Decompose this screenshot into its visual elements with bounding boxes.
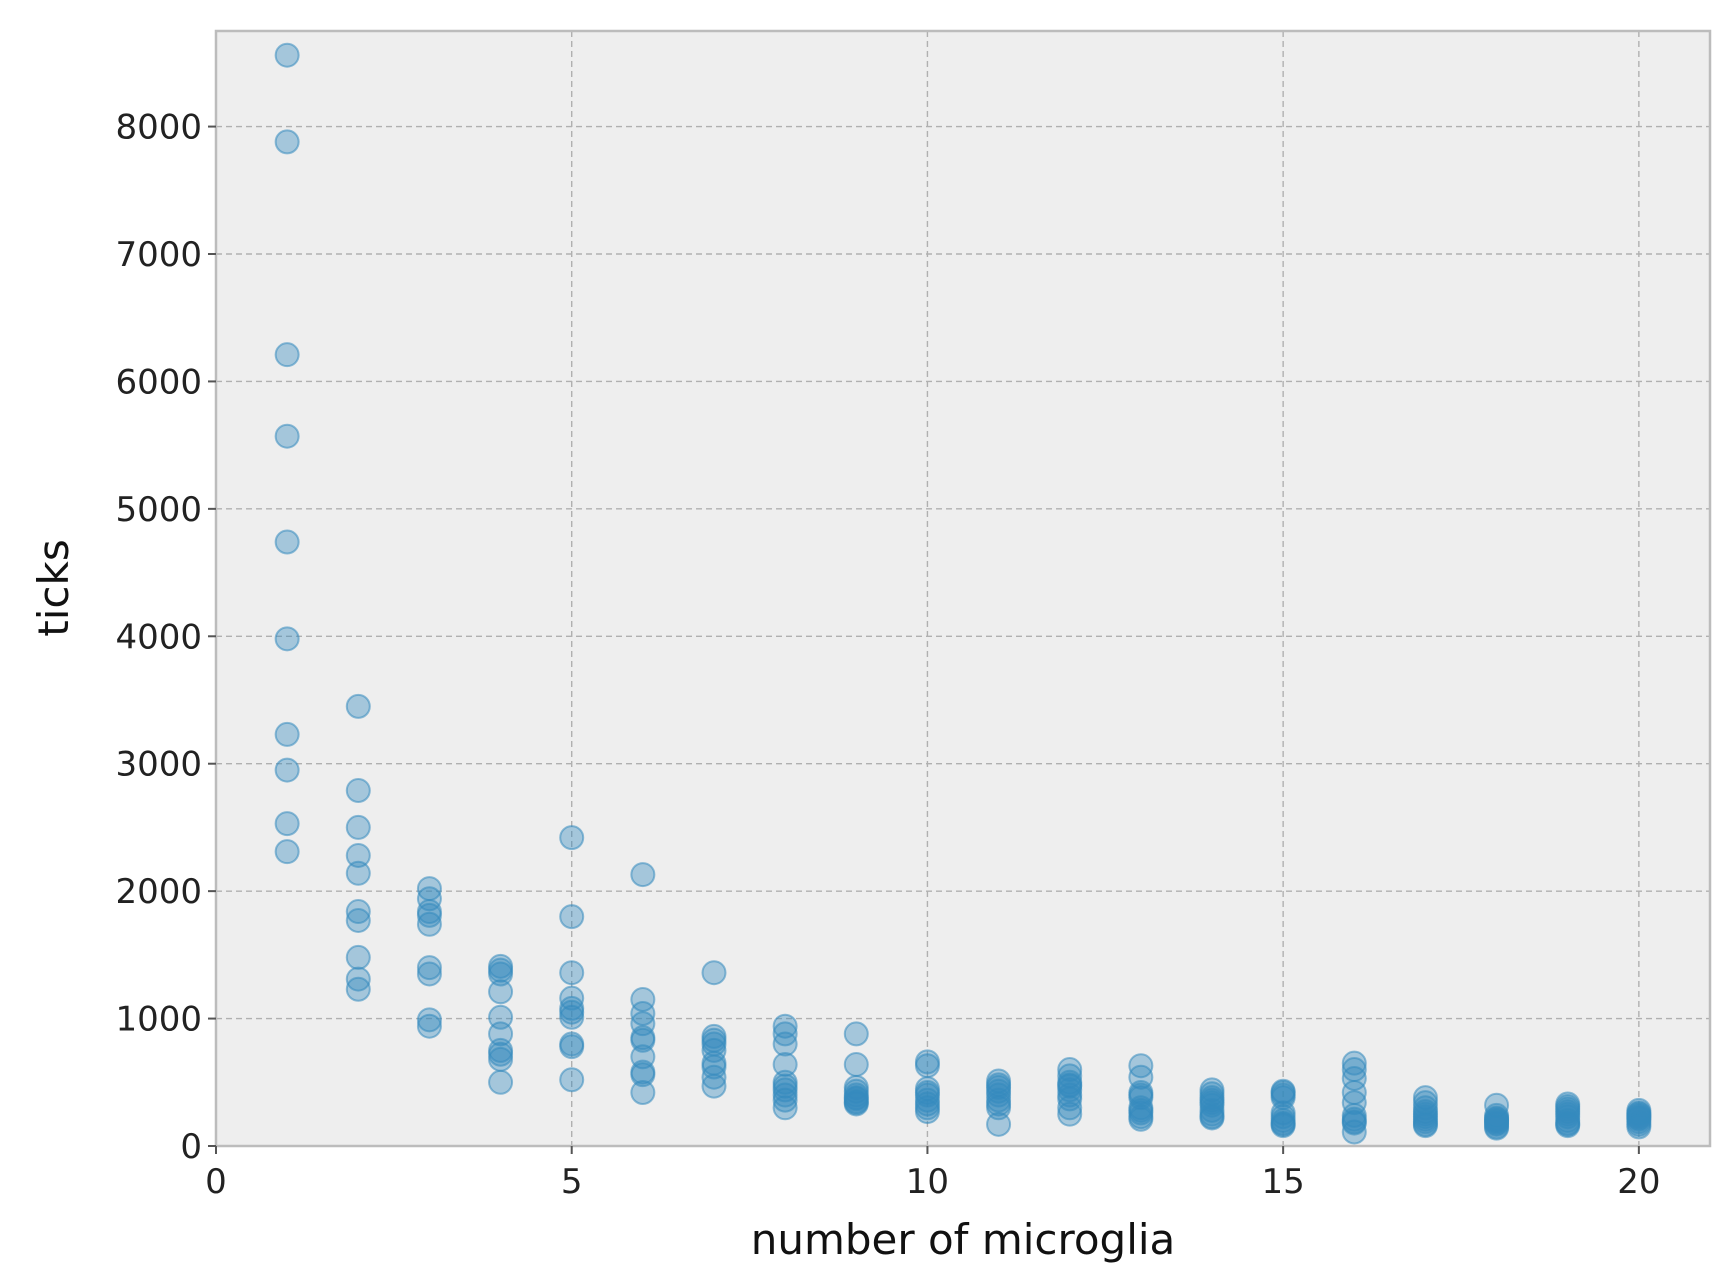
scatter-point — [274, 626, 300, 652]
scatter-point — [986, 1111, 1012, 1137]
scatter-point — [345, 777, 371, 803]
scatter-point — [1270, 1113, 1296, 1139]
scatter-point — [772, 1013, 798, 1039]
scatter-point — [1199, 1105, 1225, 1131]
scatter-point — [345, 842, 371, 868]
x-tick-label: 0 — [205, 1162, 227, 1202]
scatter-point — [559, 904, 585, 930]
x-tick-label: 5 — [561, 1162, 583, 1202]
scatter-point — [345, 814, 371, 840]
scatter-point — [1057, 1095, 1083, 1121]
scatter-point — [345, 899, 371, 925]
y-tick-label: 1000 — [115, 1000, 202, 1040]
scatter-point — [345, 693, 371, 719]
data-points — [274, 42, 1652, 1145]
plot-background — [216, 31, 1710, 1146]
scatter-point — [488, 1046, 514, 1072]
scatter-point — [843, 1051, 869, 1077]
scatter-point — [1341, 1119, 1367, 1145]
scatter-point — [274, 529, 300, 555]
y-tick-label: 3000 — [115, 745, 202, 785]
scatter-point — [1341, 1065, 1367, 1091]
y-tick-label: 8000 — [115, 108, 202, 148]
scatter-point — [701, 960, 727, 986]
scatter-point — [630, 1062, 656, 1088]
scatter-point — [274, 721, 300, 747]
scatter-point — [772, 1031, 798, 1057]
scatter-point — [416, 902, 442, 928]
scatter-point — [1128, 1106, 1154, 1132]
scatter-point — [630, 986, 656, 1012]
scatter-point — [772, 1087, 798, 1113]
y-tick-label: 2000 — [115, 872, 202, 912]
scatter-point — [274, 757, 300, 783]
scatter-point — [1555, 1113, 1581, 1139]
grid-lines — [216, 31, 1710, 1146]
scatter-point — [274, 811, 300, 837]
x-axis-label: number of microglia — [751, 1215, 1176, 1264]
scatter-point — [559, 985, 585, 1011]
x-tick-label: 20 — [1617, 1162, 1660, 1202]
plot-frame — [214, 29, 1712, 1148]
scatter-point — [274, 129, 300, 155]
x-tick-label: 15 — [1262, 1162, 1305, 1202]
scatter-point — [630, 862, 656, 888]
scatter-point — [559, 1067, 585, 1093]
scatter-point — [843, 1091, 869, 1117]
scatter-point — [701, 1073, 727, 1099]
scatter-point — [345, 907, 371, 933]
scatter-point — [630, 1000, 656, 1026]
scatter-point — [1057, 1101, 1083, 1127]
scatter-point — [416, 1007, 442, 1033]
scatter-point — [559, 825, 585, 851]
scatter-point — [416, 955, 442, 981]
scatter-point — [274, 42, 300, 68]
scatter-point — [345, 860, 371, 886]
scatter-point — [274, 839, 300, 865]
scatter-point — [1412, 1113, 1438, 1139]
scatter-point — [274, 423, 300, 449]
scatter-point — [416, 961, 442, 987]
scatter-point — [1484, 1115, 1510, 1141]
scatter-point — [345, 976, 371, 1002]
scatter-point — [772, 1021, 798, 1047]
scatter-point — [843, 1021, 869, 1047]
scatter-point — [416, 1013, 442, 1039]
y-tick-label: 5000 — [115, 490, 202, 530]
scatter-point — [345, 944, 371, 970]
scatter-point — [488, 961, 514, 987]
scatter-point — [488, 979, 514, 1005]
y-tick-label: 4000 — [115, 617, 202, 657]
scatter-point — [1626, 1114, 1652, 1140]
scatter-point — [274, 342, 300, 368]
x-tick-label: 10 — [906, 1162, 949, 1202]
scatter-point — [559, 1034, 585, 1060]
y-tick-label: 6000 — [115, 362, 202, 402]
scatter-point — [772, 1095, 798, 1121]
scatter-point — [1341, 1110, 1367, 1136]
scatter-point — [701, 1064, 727, 1090]
scatter-point — [559, 1004, 585, 1030]
scatter-point — [701, 1054, 727, 1080]
y-axis-ticks: 0 1000 2000 3000 4000 5000 6000 7000 8000 — [115, 108, 216, 1167]
scatter-point — [914, 1053, 940, 1079]
y-axis-label: ticks — [29, 539, 78, 636]
y-tick-label: 7000 — [115, 235, 202, 275]
scatter-point — [416, 911, 442, 937]
scatter-point — [914, 1099, 940, 1125]
y-tick-label: 0 — [180, 1127, 202, 1167]
scatter-point — [559, 960, 585, 986]
scatter-point — [630, 1079, 656, 1105]
scatter-point — [772, 1051, 798, 1077]
x-axis-ticks: 0 5 10 15 20 — [205, 1146, 1660, 1202]
scatter-point — [345, 966, 371, 992]
scatter-point — [488, 1069, 514, 1095]
